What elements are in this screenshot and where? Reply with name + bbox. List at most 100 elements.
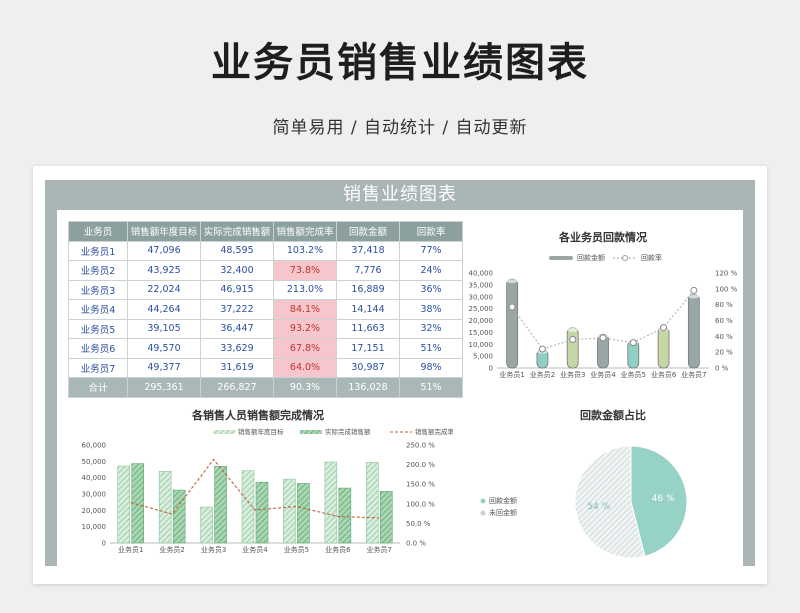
x-tick-label: 业务员2 <box>530 370 555 379</box>
report-sheet: 销售业绩图表 业务员 销售额年度目标 实际完成销售额 销售额完成率 回款金额 回款率 业务… <box>33 166 767 584</box>
actual-bar <box>255 481 269 544</box>
collection-bar <box>506 278 519 369</box>
table-cell: 业务员4 <box>68 299 128 320</box>
y-tick-label: 0 <box>489 365 493 373</box>
x-tick-label: 业务员3 <box>201 545 226 554</box>
x-tick-label: 业务员4 <box>590 370 616 379</box>
x-tick-label: 业务员7 <box>367 545 392 554</box>
table-header-cell: 回款金额 <box>336 221 400 242</box>
y-tick-label: 60,000 <box>82 442 107 450</box>
pie-slice <box>630 445 688 557</box>
y-tick-label: 20,000 <box>469 317 494 325</box>
collection-chart: 回款金额 回款率 0 5,000 10,000 15,000 20,000 25,000 30,… <box>469 253 738 379</box>
pie-chart-title: 回款金额占比 <box>580 409 646 422</box>
table-cell: 业务员5 <box>68 318 128 339</box>
sales-chart: 销售额年度目标 实际完成销售额 销售额完成率 0 10,000 20,000 30,000 4… <box>82 427 454 554</box>
sheet-band-right <box>743 210 755 566</box>
table-cell: 36,447 <box>200 318 274 339</box>
table-total-cell: 51% <box>399 377 463 398</box>
table-cell: 16,889 <box>336 279 400 300</box>
sheet-band-left <box>45 210 57 566</box>
y-tick-label: 10,000 <box>82 523 107 531</box>
y-tick-label: 40,000 <box>469 270 494 278</box>
target-bar <box>283 478 296 544</box>
table-cell: 33,629 <box>200 338 274 359</box>
legend-swatch <box>549 256 573 260</box>
collection-bar <box>657 326 670 369</box>
table-cell: 22,024 <box>127 279 201 300</box>
target-bar <box>117 465 131 544</box>
legend-swatch <box>213 430 235 434</box>
table-cell: 7,776 <box>336 260 400 281</box>
table-cell: 44,264 <box>127 299 201 320</box>
y-tick-label: 20,000 <box>82 507 107 515</box>
x-tick-label: 业务员1 <box>118 545 143 554</box>
y2-tick-label: 80 % <box>715 301 733 309</box>
y-tick-label: 30,000 <box>82 491 107 499</box>
table-cell: 14,144 <box>336 299 400 320</box>
pie-slice-label: 54 % <box>587 502 610 512</box>
y2-tick-label: 40 % <box>715 333 733 341</box>
x-tick-label: 业务员5 <box>621 370 646 379</box>
legend-swatch <box>300 430 322 434</box>
target-bar <box>365 462 379 544</box>
rate-point <box>508 303 516 311</box>
page-title: 业务员销售业绩图表 <box>211 40 589 86</box>
y-tick-label: 0 <box>102 540 106 548</box>
table-cell: 46,915 <box>200 279 274 300</box>
rate-point <box>569 336 577 343</box>
table-cell: 37,222 <box>200 299 274 320</box>
x-tick-label: 业务员4 <box>242 545 268 554</box>
table-header-cell: 业务员 <box>68 221 128 242</box>
table-cell: 49,377 <box>127 357 201 378</box>
x-tick-label: 业务员5 <box>284 545 309 554</box>
table-cell: 93.2% <box>273 318 337 339</box>
table-cell: 11,663 <box>336 318 400 339</box>
bar-cap <box>688 294 700 299</box>
y2-tick-label: 250.0 % <box>406 442 435 450</box>
performance-table: 业务员 销售额年度目标 实际完成销售额 销售额完成率 回款金额 回款率 业务员1 47,09… <box>68 221 463 398</box>
y2-tick-label: 150.0 % <box>406 481 435 489</box>
legend-label: 回款率 <box>641 253 662 262</box>
table-cell: 业务员6 <box>68 338 128 359</box>
y-tick-label: 35,000 <box>469 281 494 289</box>
actual-bar <box>379 491 393 544</box>
y2-tick-label: 50.0 % <box>406 520 431 528</box>
y-tick-label: 5,000 <box>473 353 493 361</box>
table-cell: 103.2% <box>273 240 337 261</box>
table-row: 业务员4 44,264 37,222 84.1% 14,144 38% <box>68 299 463 320</box>
rate-point <box>629 339 637 347</box>
y2-tick-label: 0 % <box>715 365 729 373</box>
table-cell: 32,400 <box>200 260 274 281</box>
y2-tick-label: 20 % <box>715 349 733 357</box>
collection-bar <box>687 294 700 369</box>
table-total-cell: 90.3% <box>273 377 337 398</box>
table-cell: 31,619 <box>200 357 274 378</box>
target-bar <box>241 470 255 544</box>
table-row: 业务员2 43,925 32,400 73.8% 7,776 24% <box>68 260 463 281</box>
table-cell: 49,570 <box>127 338 201 359</box>
table-cell: 84.1% <box>273 299 337 320</box>
x-tick-label: 业务员7 <box>681 370 706 379</box>
target-bar <box>324 461 338 544</box>
table-cell: 39,105 <box>127 318 201 339</box>
table-cell: 43,925 <box>127 260 201 281</box>
table-row: 业务员6 49,570 33,629 67.8% 17,151 51% <box>68 338 463 359</box>
table-cell: 67.8% <box>273 338 337 359</box>
table-header-cell: 实际完成销售额 <box>200 221 274 242</box>
page-subtitle: 简单易用 / 自动统计 / 自动更新 <box>272 118 528 138</box>
actual-bar <box>172 489 186 544</box>
table-cell: 37,418 <box>336 240 400 261</box>
sheet-title: 销售业绩图表 <box>45 180 755 210</box>
y-tick-label: 15,000 <box>469 329 494 337</box>
table-row: 业务员1 47,096 48,595 103.2% 37,418 77% <box>68 240 463 261</box>
sales-chart-title: 各销售人员销售额完成情况 <box>192 409 324 422</box>
bar-cap <box>567 327 579 332</box>
table-row: 业务员3 22,024 46,915 213.0% 16,889 36% <box>68 279 463 300</box>
table-total-cell: 266,827 <box>200 377 274 398</box>
table-total-cell: 295,361 <box>127 377 201 398</box>
rate-point <box>660 324 668 332</box>
bar-cap <box>506 279 518 284</box>
table-cell: 64.0% <box>273 357 337 378</box>
